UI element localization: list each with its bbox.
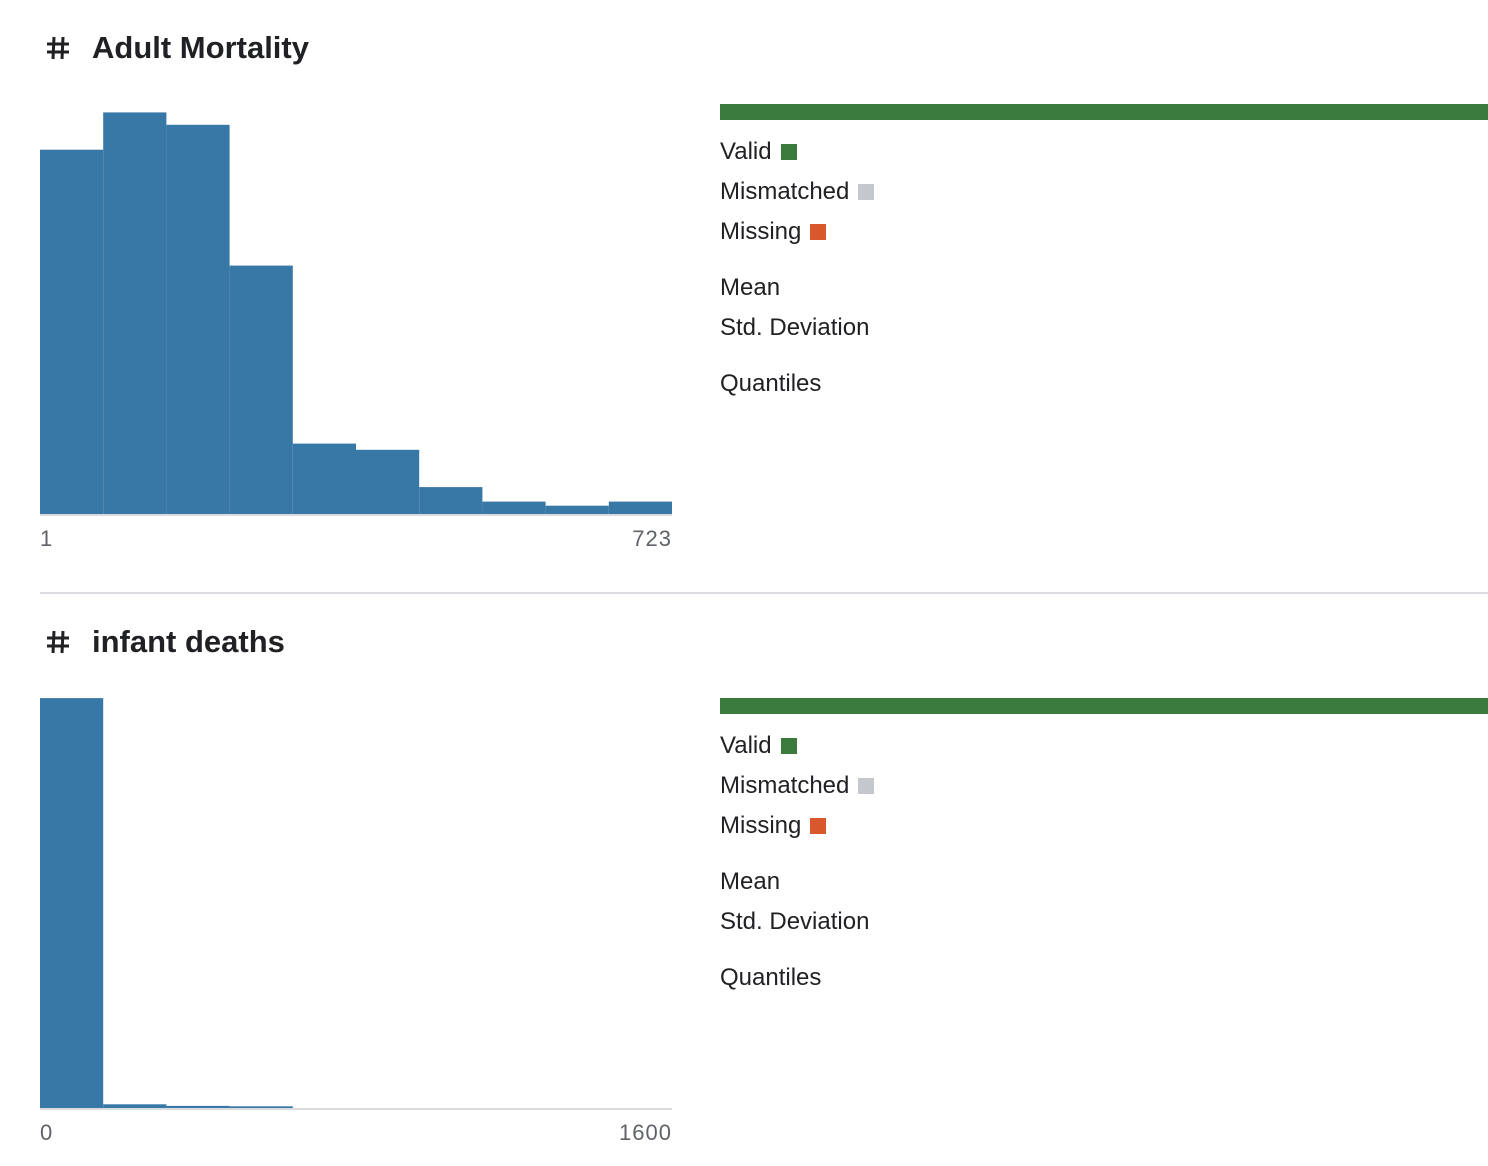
- valid-swatch: [780, 738, 797, 754]
- legend-valid: Valid: [720, 132, 1488, 172]
- stat-quantiles: Quantiles: [720, 370, 822, 397]
- legend-valid: Valid: [720, 726, 1488, 766]
- histogram-bar[interactable]: [166, 124, 230, 515]
- axis-max-label: 1600: [619, 1120, 672, 1145]
- column-profile-infant-deaths: infant deaths 0 1600 Valid Mismatched Mi…: [0, 594, 1488, 1166]
- histogram-bar[interactable]: [103, 112, 167, 515]
- histogram-bar[interactable]: [40, 149, 104, 514]
- column-title: Adult Mortality: [92, 30, 309, 65]
- missing-swatch: [810, 224, 827, 240]
- section-divider: [40, 592, 1488, 594]
- legend-missing-label: Missing: [720, 218, 802, 245]
- histogram-bar[interactable]: [103, 1104, 167, 1108]
- histogram-bar[interactable]: [166, 1105, 230, 1108]
- validity-bar-valid: [720, 104, 1488, 120]
- histogram-bar[interactable]: [229, 265, 293, 514]
- legend-mismatched-label: Mismatched: [720, 772, 850, 799]
- histogram-bar[interactable]: [608, 501, 672, 514]
- legend-valid-label: Valid: [720, 138, 772, 165]
- stat-mean: Mean: [720, 274, 781, 301]
- histogram-bar[interactable]: [545, 505, 609, 514]
- histogram-bar[interactable]: [356, 449, 420, 514]
- mismatched-swatch: [858, 778, 875, 794]
- legend-valid-label: Valid: [720, 732, 772, 759]
- axis-min-label: 0: [40, 1120, 54, 1145]
- histogram-svg: [40, 698, 672, 1110]
- stat-std-deviation: Std. Deviation: [720, 314, 870, 341]
- column-title: infant deaths: [92, 624, 285, 659]
- histogram-svg: [40, 112, 672, 516]
- histogram-bar[interactable]: [419, 487, 483, 514]
- hash-icon: [44, 628, 72, 656]
- legend-mismatched-label: Mismatched: [720, 178, 850, 205]
- validity-bar: [720, 104, 1488, 120]
- stat-std-deviation: Std. Deviation: [720, 908, 870, 935]
- legend-mismatched: Mismatched: [720, 172, 1488, 212]
- histogram-bar[interactable]: [292, 443, 356, 514]
- stat-quantiles: Quantiles: [720, 964, 822, 991]
- histogram-bar[interactable]: [40, 698, 104, 1108]
- column-profile-adult-mortality: Adult Mortality 1 723 Valid Mismatched M…: [40, 28, 1488, 594]
- axis-min-label: 1: [40, 526, 54, 551]
- column-stats: Valid Mismatched Missing Mean Std. Devia…: [720, 104, 1488, 404]
- missing-swatch: [810, 818, 827, 834]
- legend-mismatched: Mismatched: [720, 766, 1488, 806]
- legend-missing: Missing: [720, 806, 1488, 846]
- mismatched-swatch: [858, 184, 875, 200]
- axis-max-label: 723: [632, 526, 672, 551]
- validity-bar: [720, 698, 1488, 714]
- histogram-bar[interactable]: [482, 501, 546, 514]
- legend-missing: Missing: [720, 212, 1488, 252]
- column-header: infant deaths: [44, 622, 285, 662]
- validity-bar-valid: [720, 698, 1488, 714]
- hash-icon: [44, 34, 72, 62]
- column-stats: Valid Mismatched Missing Mean Std. Devia…: [720, 698, 1488, 998]
- column-header: Adult Mortality: [44, 28, 309, 68]
- histogram-chart: [40, 694, 672, 1110]
- legend-missing-label: Missing: [720, 812, 802, 839]
- histogram-bar[interactable]: [229, 1106, 293, 1108]
- histogram-chart: [40, 100, 672, 516]
- valid-swatch: [780, 144, 797, 160]
- stat-mean: Mean: [720, 868, 781, 895]
